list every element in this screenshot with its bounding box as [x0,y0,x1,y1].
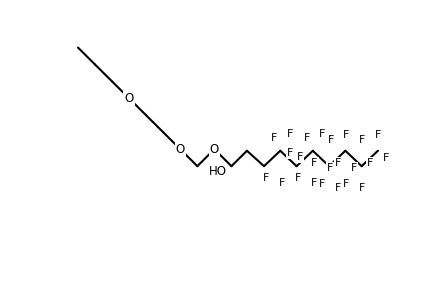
Text: F: F [335,158,342,168]
Text: F: F [359,183,365,194]
Text: F: F [295,173,301,183]
Text: F: F [367,158,373,168]
Text: F: F [286,129,293,139]
Text: O: O [210,143,219,156]
Text: F: F [343,130,349,140]
Text: F: F [327,164,333,173]
Text: F: F [271,133,277,143]
Text: F: F [279,178,285,188]
Text: F: F [297,152,303,162]
Text: F: F [287,148,293,158]
Text: O: O [176,143,185,156]
Text: F: F [335,183,341,194]
Text: F: F [343,179,349,189]
Text: F: F [319,179,325,189]
Text: F: F [375,130,381,140]
Text: F: F [311,158,318,168]
Text: F: F [382,153,389,164]
Text: F: F [311,178,317,188]
Text: F: F [263,173,269,183]
Text: F: F [328,135,334,145]
Text: HO: HO [208,165,226,178]
Text: F: F [319,129,325,139]
Text: F: F [359,135,366,145]
Text: F: F [351,164,357,173]
Text: O: O [124,92,134,105]
Text: F: F [304,133,310,143]
